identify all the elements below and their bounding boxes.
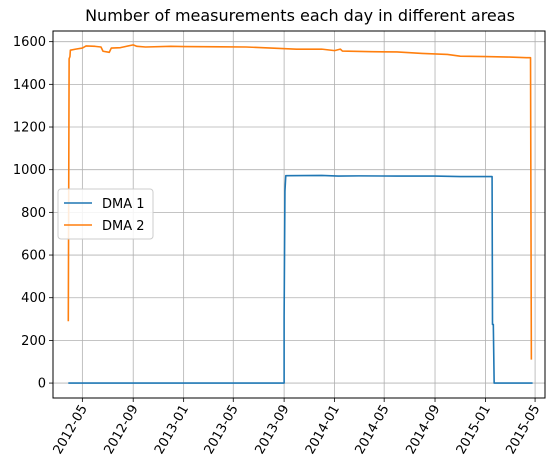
axes: 0 200 400 600 800 1000 1200 1400 1600 2012-05 2012… — [13, 35, 544, 457]
x-tick-label: 2013-09 — [252, 403, 292, 458]
x-tick-label: 2014-05 — [352, 403, 392, 458]
y-tick-label: 1000 — [13, 163, 46, 178]
chart-title: Number of measurements each day in diffe… — [85, 6, 515, 25]
series-line-1 — [68, 174, 533, 384]
y-tick-label: 600 — [21, 249, 46, 264]
y-tick-label: 0 — [38, 377, 46, 392]
x-tick-label: 2014-09 — [403, 403, 443, 458]
x-tick-label: 2012-09 — [102, 403, 142, 458]
y-tick-label: 800 — [21, 206, 46, 221]
legend-box — [57, 188, 154, 240]
x-tick-label: 2013-01 — [152, 403, 192, 458]
y-tick-label: 1600 — [13, 35, 46, 50]
y-tick-label: 1200 — [13, 121, 46, 136]
x-tick-label: 2012-05 — [51, 403, 91, 458]
y-tick-label: 400 — [21, 291, 46, 306]
legend: DMA 1 DMA 2 — [57, 188, 154, 240]
legend-label-2: DMA 2 — [102, 219, 145, 234]
y-tick-label: 1400 — [13, 78, 46, 93]
plot-frame — [52, 30, 546, 399]
x-tick-label: 2014-01 — [303, 403, 343, 458]
y-tick-label: 200 — [21, 334, 46, 349]
legend-label-1: DMA 1 — [102, 197, 145, 212]
series-lines — [67, 44, 533, 384]
x-tick-label: 2013-05 — [202, 403, 242, 458]
x-tick-label: 2015-05 — [503, 403, 543, 458]
series-line-2 — [67, 44, 533, 360]
x-tick-label: 2015-01 — [454, 403, 494, 458]
